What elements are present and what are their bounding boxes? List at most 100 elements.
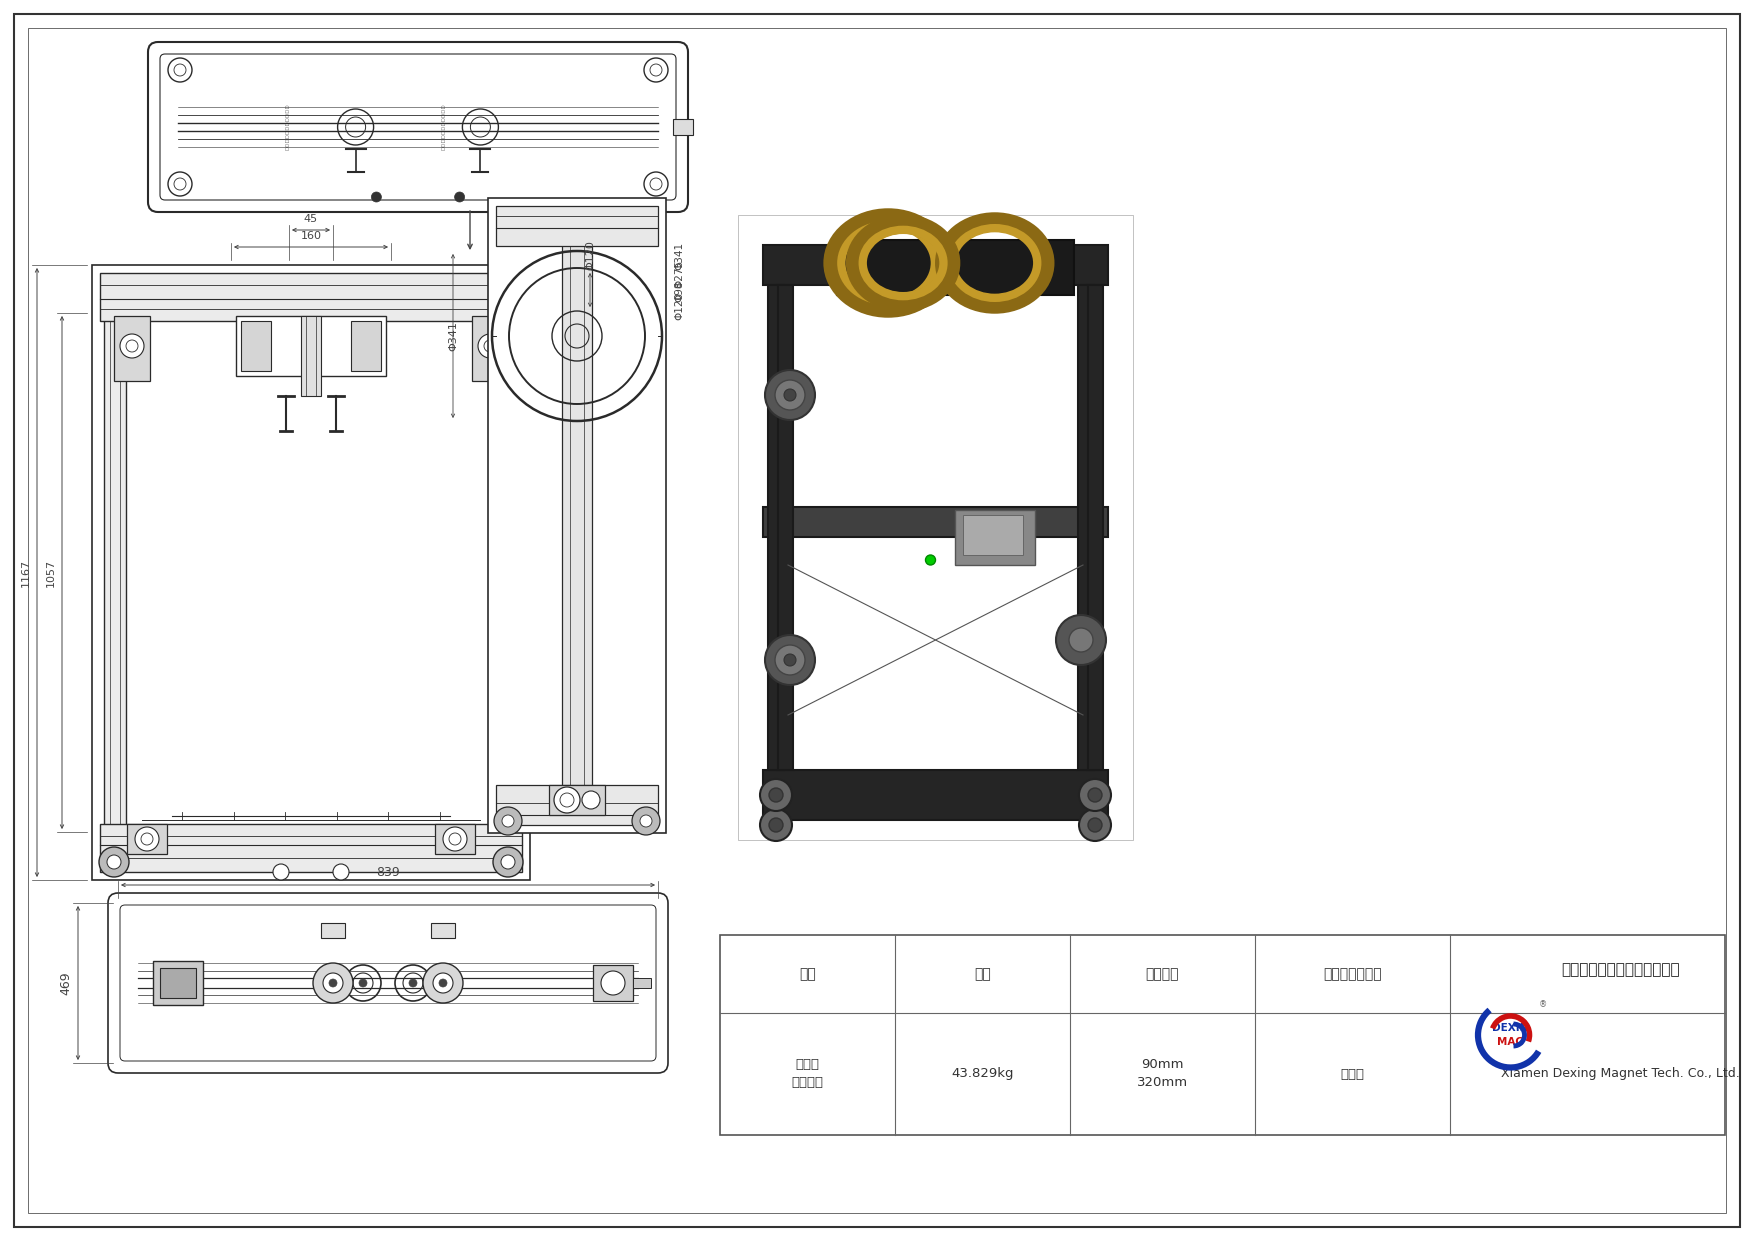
Circle shape (775, 380, 805, 410)
Circle shape (479, 334, 502, 357)
Circle shape (454, 192, 465, 202)
Bar (1087, 285, 1103, 769)
Text: 469: 469 (60, 972, 72, 995)
Bar (768, 285, 782, 769)
Bar (126, 824, 167, 854)
Bar (160, 968, 196, 998)
Bar (674, 119, 693, 135)
Bar (496, 206, 658, 246)
Circle shape (312, 963, 353, 1003)
Circle shape (1087, 818, 1102, 831)
Bar (321, 923, 346, 938)
Bar (963, 515, 1023, 555)
Circle shape (784, 654, 796, 666)
Text: 43.829kg: 43.829kg (951, 1067, 1014, 1081)
Bar (496, 786, 658, 825)
Circle shape (360, 979, 367, 987)
Circle shape (1079, 809, 1110, 841)
Bar (153, 961, 203, 1005)
Bar (302, 316, 321, 396)
Circle shape (135, 827, 160, 851)
Bar (549, 786, 605, 815)
Bar (103, 320, 126, 825)
Circle shape (502, 855, 516, 869)
Circle shape (372, 192, 381, 202)
Bar (237, 316, 386, 376)
Circle shape (119, 334, 144, 357)
Bar (763, 508, 1109, 537)
Circle shape (640, 815, 652, 827)
Circle shape (495, 807, 523, 835)
Circle shape (768, 788, 782, 802)
Bar (472, 316, 509, 381)
Bar (496, 320, 517, 825)
Bar (305, 316, 316, 396)
Bar (763, 244, 1109, 285)
Text: 质量: 质量 (973, 967, 991, 980)
Text: 方案图: 方案图 (1340, 1067, 1365, 1081)
Text: 1167: 1167 (21, 558, 32, 587)
Circle shape (1079, 779, 1110, 812)
Circle shape (502, 815, 514, 827)
Circle shape (107, 855, 121, 869)
Circle shape (765, 370, 816, 419)
Circle shape (602, 970, 624, 995)
Circle shape (1068, 628, 1093, 652)
Bar (763, 769, 1109, 820)
Text: Φ120: Φ120 (674, 292, 684, 320)
Bar (240, 321, 272, 371)
Bar (435, 824, 475, 854)
Circle shape (98, 848, 130, 877)
Circle shape (775, 645, 805, 675)
Bar (553, 783, 565, 793)
FancyBboxPatch shape (147, 42, 688, 212)
Text: DDDDDDDDDDD: DDDDDDDDDDD (286, 104, 291, 150)
Circle shape (631, 807, 660, 835)
Text: MAG: MAG (1498, 1037, 1524, 1047)
Text: DEXIN: DEXIN (1493, 1023, 1529, 1033)
Bar (719, 934, 1724, 1136)
Circle shape (433, 973, 453, 993)
Bar (561, 238, 593, 793)
Bar (593, 965, 633, 1001)
Circle shape (409, 979, 417, 987)
Circle shape (768, 818, 782, 831)
Circle shape (330, 979, 337, 987)
Circle shape (323, 973, 344, 993)
Circle shape (759, 779, 793, 812)
Bar (100, 273, 523, 321)
Bar (91, 266, 530, 880)
Circle shape (759, 809, 793, 841)
Bar (431, 923, 454, 938)
Circle shape (1087, 788, 1102, 802)
Text: 铝合金
工程塑料: 铝合金 工程塑料 (791, 1059, 823, 1090)
Bar (779, 285, 793, 769)
Text: Xiamen Dexing Magnet Tech. Co., Ltd.: Xiamen Dexing Magnet Tech. Co., Ltd. (1501, 1067, 1740, 1081)
Bar (100, 824, 523, 872)
Text: 839: 839 (375, 866, 400, 879)
Text: 等效直径: 等效直径 (1145, 967, 1179, 980)
Circle shape (423, 963, 463, 1003)
Bar (956, 510, 1035, 565)
Bar (633, 978, 651, 988)
Text: 160: 160 (300, 231, 321, 241)
Circle shape (926, 555, 935, 565)
Circle shape (765, 635, 816, 685)
Circle shape (1056, 616, 1107, 665)
Circle shape (554, 787, 581, 813)
Text: 厦门盗德兴磁电科技有限公司: 厦门盗德兴磁电科技有限公司 (1561, 963, 1680, 978)
Bar (1079, 285, 1093, 769)
Circle shape (333, 864, 349, 880)
Text: DDDDDDDDDDD: DDDDDDDDDDD (442, 104, 447, 150)
Circle shape (444, 827, 467, 851)
Text: 可调匹匹劫线圈: 可调匹匹劫线圈 (1323, 967, 1382, 980)
Text: Φ341: Φ341 (674, 242, 684, 271)
Circle shape (493, 848, 523, 877)
Bar (837, 240, 1073, 295)
Text: Φ341: Φ341 (447, 321, 458, 351)
Text: 45: 45 (303, 213, 317, 223)
Bar (351, 321, 381, 371)
FancyBboxPatch shape (109, 894, 668, 1073)
Bar (114, 316, 151, 381)
Text: Φ98: Φ98 (674, 280, 684, 302)
